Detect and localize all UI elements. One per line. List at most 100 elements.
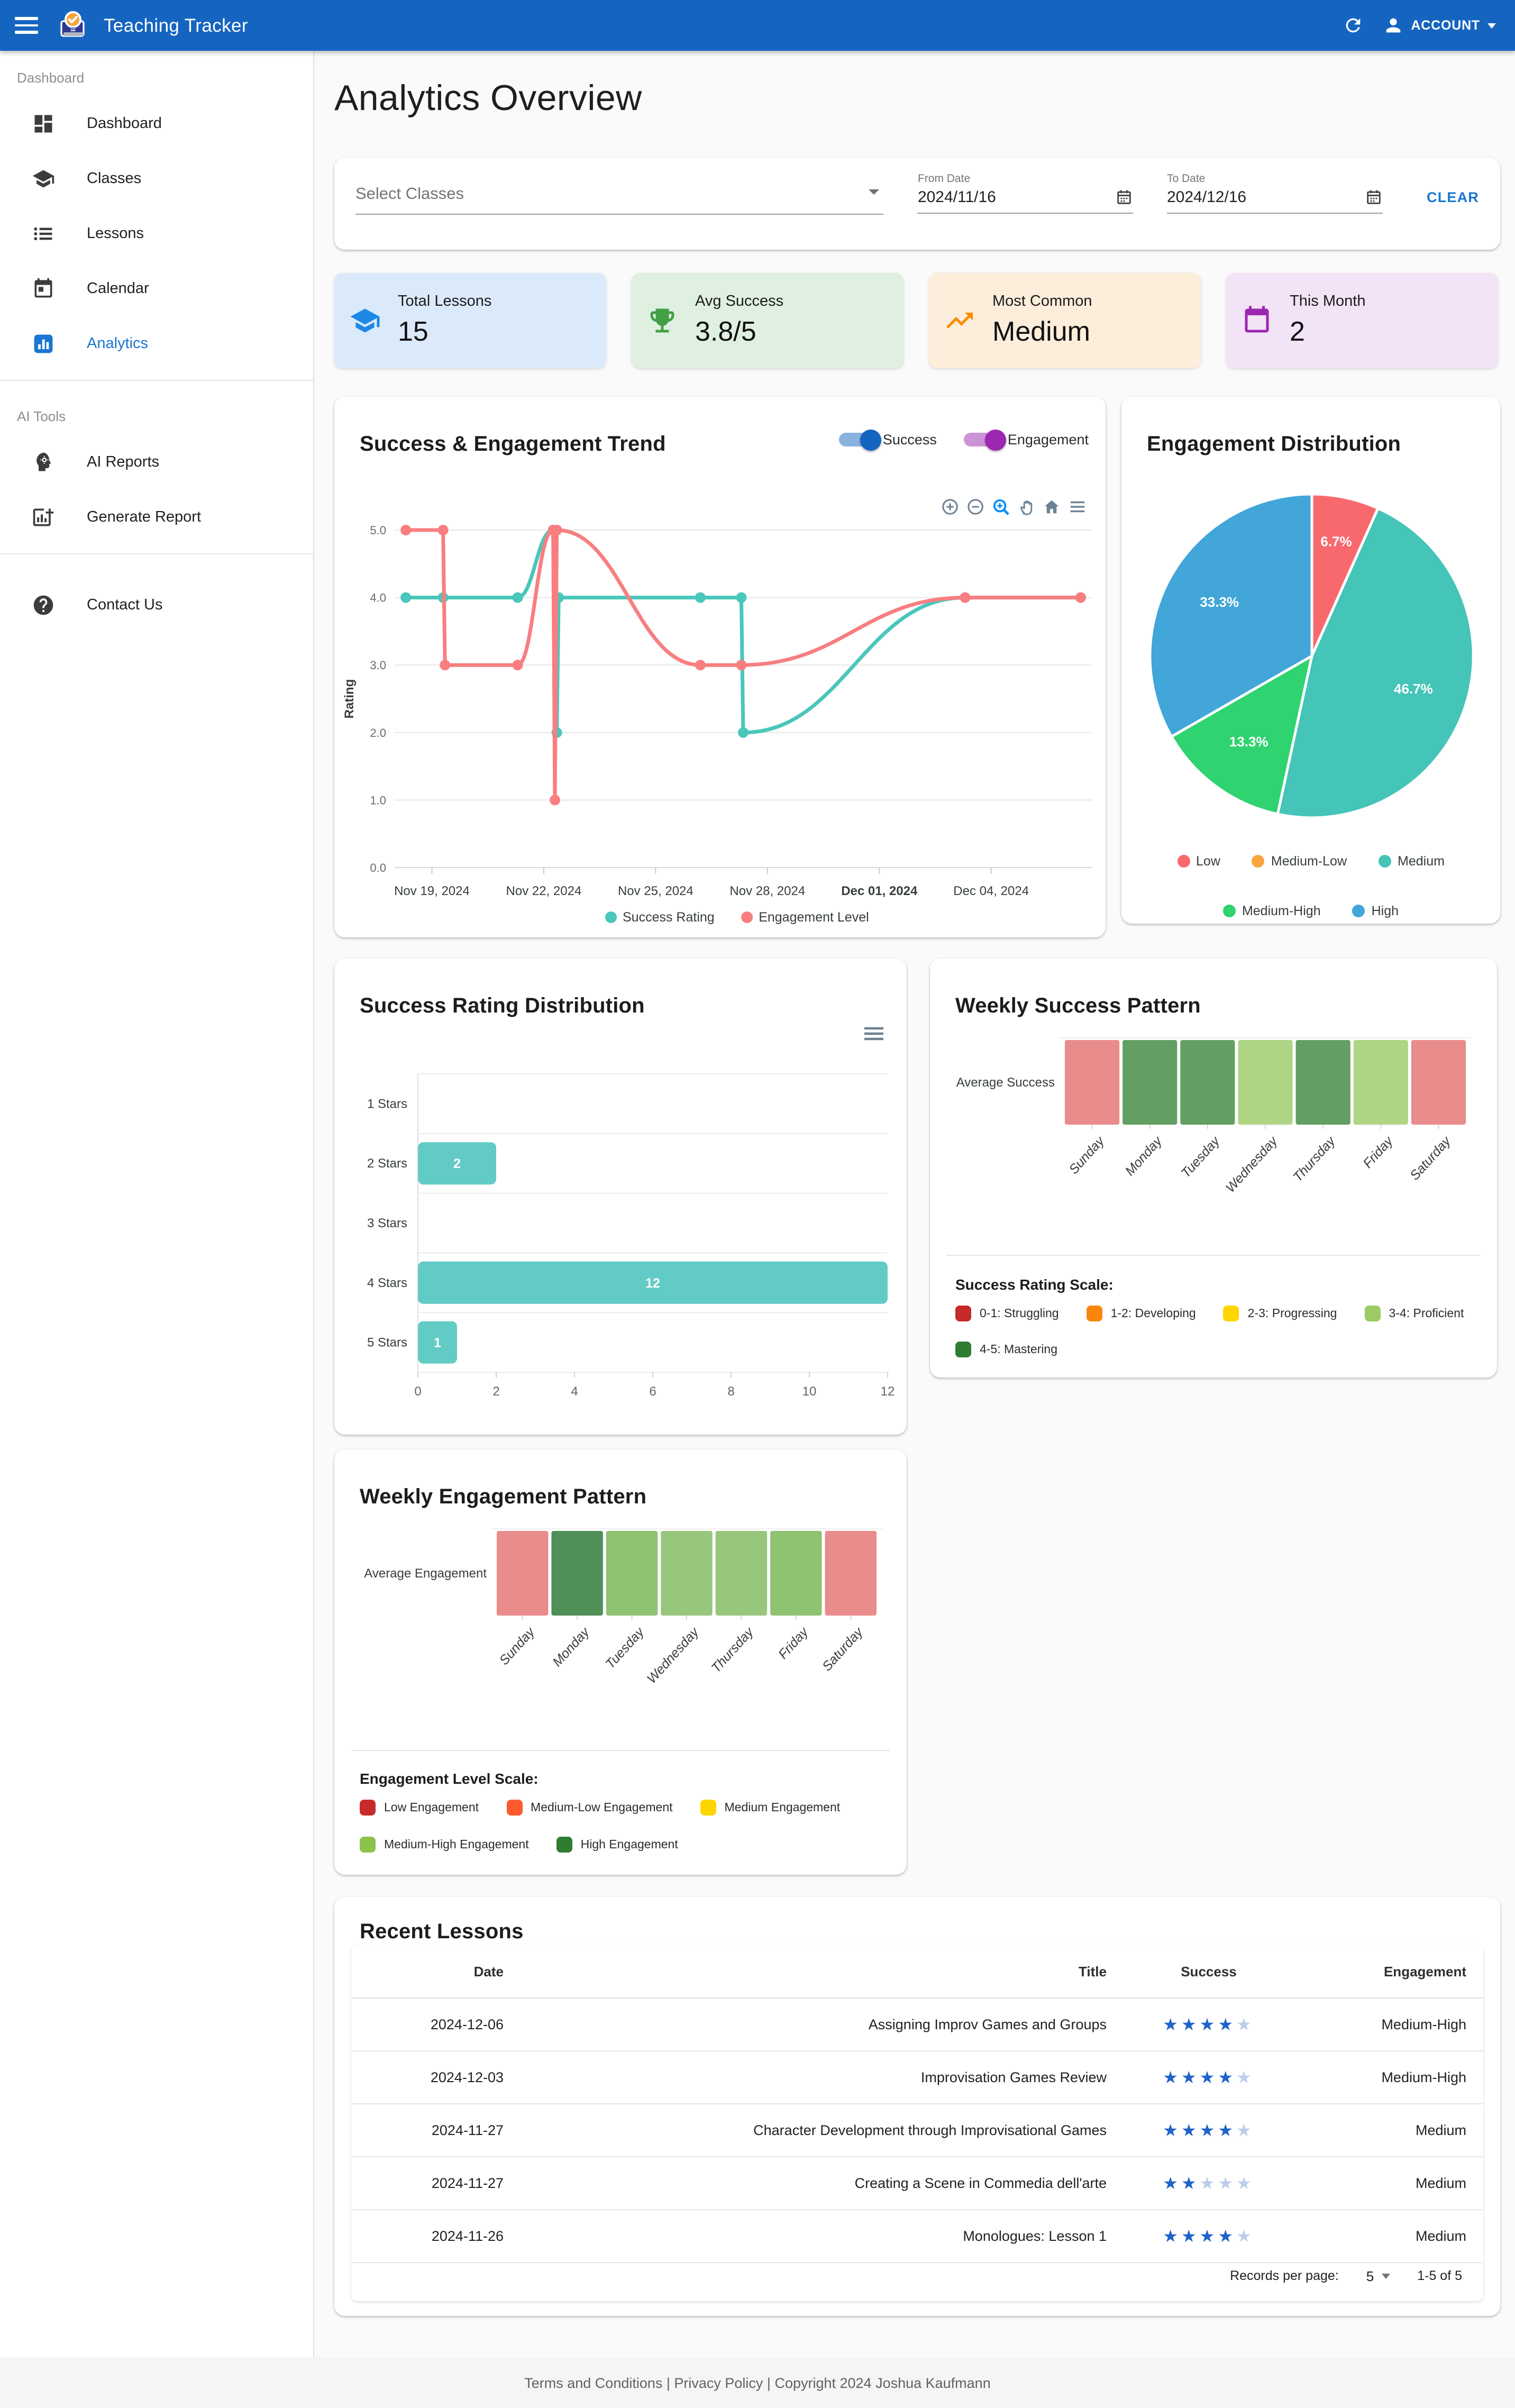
from-date-field[interactable]: From Date 2024/11/16	[917, 172, 1133, 214]
records-per-page-value: 5	[1366, 2268, 1374, 2284]
heatmap-cell-thursday[interactable]	[1295, 1040, 1350, 1125]
heatmap-cell-friday[interactable]	[770, 1531, 822, 1616]
heatmap-cell-thursday[interactable]	[715, 1531, 768, 1616]
sidebar-item-analytics[interactable]: Analytics	[0, 316, 313, 371]
table-row[interactable]: 2024-12-03 Improvisation Games Review ★★★★…	[351, 2051, 1483, 2104]
svg-text:3.0: 3.0	[370, 659, 386, 672]
heatmap-cell-friday[interactable]	[1353, 1040, 1408, 1125]
star-filled-icon: ★	[1181, 2016, 1200, 2034]
lesson-success-rating: ★★★★★	[1124, 2104, 1293, 2157]
trend-chart-card: Success & Engagement Trend Success Engage…	[334, 397, 1106, 937]
bar-5-stars[interactable]	[418, 1321, 457, 1364]
table-row[interactable]: 2024-11-27 Character Development through …	[351, 2104, 1483, 2157]
table-row[interactable]: 2024-11-27 Creating a Scene in Commedia d…	[351, 2157, 1483, 2210]
sidebar-item-lessons[interactable]: Lessons	[0, 206, 313, 261]
engagement-scale-title: Engagement Level Scale:	[360, 1770, 539, 1787]
svg-text:Engagement Level: Engagement Level	[759, 910, 869, 925]
heatmap-cell-saturday[interactable]	[825, 1531, 877, 1616]
legend-dot-icon	[1352, 905, 1365, 917]
select-classes-dropdown[interactable]: Select Classes	[355, 185, 884, 215]
trend-line-chart[interactable]: 0.0 1.0 2.0 3.0 4.0 5.0 Rating Nov 19, 2024 Nov …	[334, 397, 1106, 937]
weekly-success-heatmap[interactable]: Average Success Sunday Monday Tuesday Wednes…	[930, 1033, 1497, 1276]
svg-text:6.7%: 6.7%	[1320, 534, 1352, 550]
svg-text:13.3%: 13.3%	[1229, 734, 1268, 750]
pie-legend-item-medium-low[interactable]: Medium-Low	[1252, 854, 1347, 869]
refresh-icon[interactable]	[1342, 15, 1363, 36]
col-engagement[interactable]: Engagement	[1293, 1945, 1483, 1999]
toggle-engagement[interactable]: Engagement	[964, 429, 1089, 450]
star-filled-icon: ★	[1163, 2175, 1181, 2193]
sidebar-item-calendar[interactable]: Calendar	[0, 261, 313, 316]
lesson-date: 2024-11-27	[351, 2157, 521, 2210]
help-icon	[32, 594, 55, 617]
lessons-icon	[32, 222, 55, 245]
lesson-title: Improvisation Games Review	[521, 2051, 1124, 2104]
sidebar-item-classes[interactable]: Classes	[0, 151, 313, 206]
menu-icon[interactable]	[1069, 498, 1087, 522]
stat-value: Medium	[992, 315, 1090, 347]
sidebar-item-dashboard[interactable]: Dashboard	[0, 96, 313, 151]
selection-zoom-icon[interactable]	[992, 498, 1010, 522]
bar-4-stars[interactable]	[418, 1261, 888, 1304]
pie-legend-row: Low Medium-Low Medium	[1121, 854, 1500, 869]
pie-legend-item-medium[interactable]: Medium	[1379, 854, 1445, 869]
menu-icon[interactable]	[15, 13, 40, 38]
records-per-page-select[interactable]: 5	[1366, 2268, 1390, 2284]
lesson-title: Monologues: Lesson 1	[521, 2210, 1124, 2263]
toggle-success[interactable]: Success	[839, 429, 937, 450]
heatmap-cell-tuesday[interactable]	[1180, 1040, 1235, 1125]
sidebar-item-ai-reports[interactable]: AI Reports	[0, 435, 313, 490]
toggle-track	[964, 429, 1007, 450]
zoom-in-icon[interactable]	[942, 498, 960, 522]
scale-legend-label: Medium-Low Engagement	[531, 1801, 673, 1814]
footer-text[interactable]: Terms and Conditions | Privacy Policy | …	[524, 2375, 991, 2391]
to-date-value[interactable]: 2024/12/16	[1166, 188, 1247, 206]
footer: Terms and Conditions | Privacy Policy | …	[0, 2357, 1515, 2408]
col-title[interactable]: Title	[521, 1945, 1124, 1999]
calendar-picker-icon[interactable]	[1364, 188, 1382, 206]
heatmap-cell-sunday[interactable]	[497, 1531, 549, 1616]
pie-legend-item-low[interactable]: Low	[1177, 854, 1220, 869]
sidebar-item-contact-us[interactable]: Contact Us	[0, 578, 313, 633]
pie-slice-medium[interactable]	[1276, 506, 1475, 819]
table-row[interactable]: 2024-11-26 Monologues: Lesson 1 ★★★★★ Mediu…	[351, 2210, 1483, 2263]
dropdown-arrow-icon	[869, 189, 880, 195]
heatmap-cell-wednesday[interactable]	[1238, 1040, 1293, 1125]
engagement-pie-chart[interactable]: 6.7% 46.7% 13.3% 33.3%	[1121, 397, 1500, 841]
to-date-field[interactable]: To Date 2024/12/16	[1166, 172, 1382, 214]
lesson-date: 2024-11-26	[351, 2210, 521, 2263]
heatmap-cell-saturday[interactable]	[1411, 1040, 1466, 1125]
weekly-engagement-heatmap[interactable]: Average Engagement Sunday Monday TuesdayWed…	[334, 1524, 907, 1767]
pie-legend-item-medium-high[interactable]: Medium-High	[1222, 904, 1321, 918]
home-icon[interactable]	[1043, 498, 1061, 522]
clear-filters-button[interactable]: CLEAR	[1427, 189, 1479, 205]
svg-text:46.7%: 46.7%	[1394, 681, 1433, 697]
zoom-out-icon[interactable]	[967, 498, 985, 522]
heatmap-cell-sunday[interactable]	[1065, 1040, 1120, 1125]
heatmap-cell-wednesday[interactable]	[661, 1531, 713, 1616]
heatmap-cell-monday[interactable]	[1122, 1040, 1178, 1125]
pie-legend-item-high[interactable]: High	[1352, 904, 1399, 918]
svg-text:4 Stars: 4 Stars	[367, 1276, 407, 1290]
svg-text:Monday: Monday	[1122, 1133, 1165, 1179]
legend-swatch-icon	[955, 1342, 971, 1357]
star-empty-icon: ★	[1236, 2069, 1255, 2087]
calendar-picker-icon[interactable]	[1115, 188, 1133, 206]
account-label: ACCOUNT	[1411, 18, 1480, 33]
sidebar-item-generate-report[interactable]: Generate Report	[0, 490, 313, 545]
table-row[interactable]: 2024-12-06 Assigning Improv Games and Gro…	[351, 1998, 1483, 2051]
chart-menu-icon[interactable]	[864, 1026, 883, 1046]
bar-2-stars[interactable]	[418, 1142, 496, 1185]
col-success[interactable]: Success	[1124, 1945, 1293, 1999]
weekly-engagement-card: Weekly Engagement Pattern Average Engage…	[334, 1449, 907, 1875]
from-date-value[interactable]: 2024/11/16	[917, 188, 996, 206]
lesson-engagement: Medium	[1293, 2104, 1483, 2157]
pie-slice-medium-high[interactable]	[1170, 653, 1314, 816]
heatmap-cell-tuesday[interactable]	[606, 1531, 658, 1616]
heatmap-cell-monday[interactable]	[551, 1531, 603, 1616]
pie-slice-high[interactable]	[1148, 492, 1313, 738]
pan-icon[interactable]	[1018, 498, 1036, 522]
account-menu[interactable]: ACCOUNT	[1382, 15, 1496, 36]
col-date[interactable]: Date	[351, 1945, 521, 1999]
